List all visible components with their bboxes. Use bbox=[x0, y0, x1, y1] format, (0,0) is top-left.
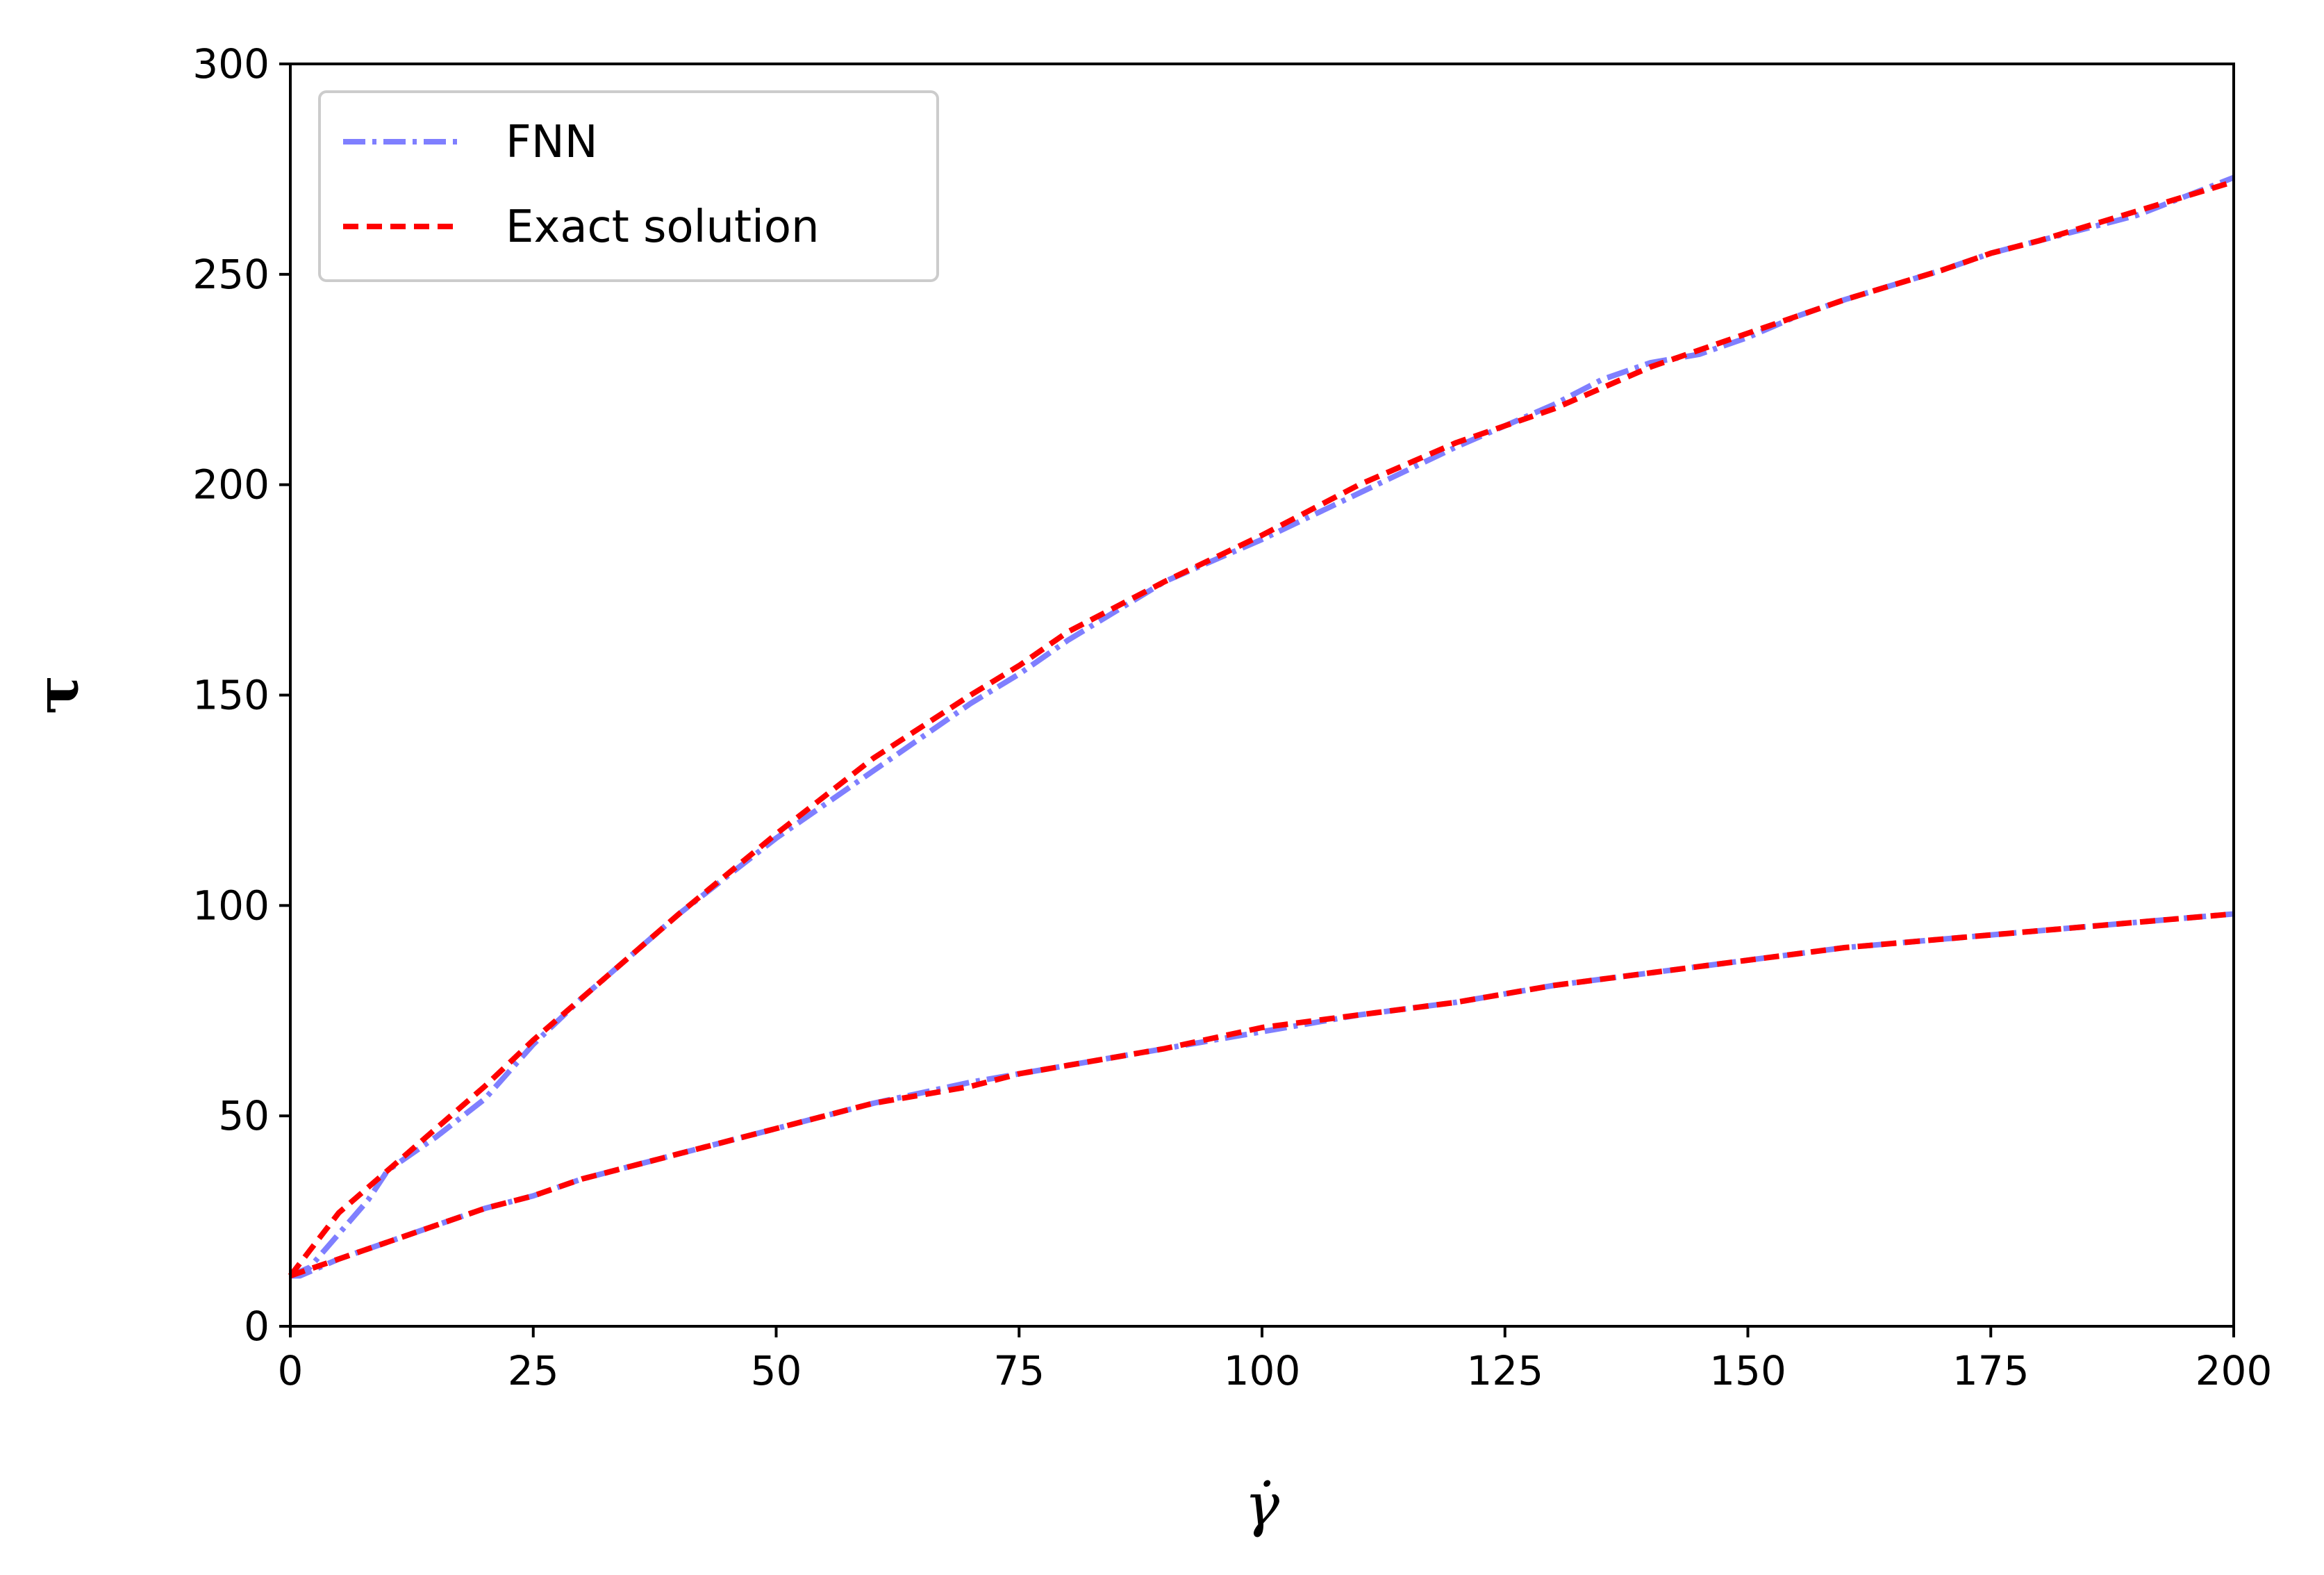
legend-box bbox=[318, 90, 939, 282]
y-tick-label: 100 bbox=[192, 882, 269, 929]
axis-ticks: 0 25 50 75 100 125 150 175 200 0 50 100 150 200 250 300 bbox=[192, 40, 2272, 1394]
x-tick-label: 75 bbox=[993, 1347, 1045, 1394]
x-tick-label: 25 bbox=[508, 1347, 559, 1394]
y-tick-label: 150 bbox=[192, 672, 269, 719]
x-axis-label: γ̇ bbox=[1245, 1471, 1280, 1539]
plot-frame bbox=[289, 63, 2235, 1328]
series-exact-curve-2 bbox=[289, 911, 2234, 1279]
y-tick-label: 250 bbox=[192, 251, 269, 298]
y-tick-label: 0 bbox=[244, 1303, 269, 1350]
y-tick-label: 200 bbox=[192, 461, 269, 509]
x-tick-label: 150 bbox=[1709, 1347, 1786, 1394]
y-tick-label: 300 bbox=[192, 40, 269, 88]
x-tick-label: 50 bbox=[751, 1347, 802, 1394]
x-tick-label: 200 bbox=[2196, 1347, 2273, 1394]
series-exact-curve-1 bbox=[288, 179, 2235, 1278]
legend: FNN Exact solution bbox=[318, 90, 939, 282]
y-tick-label: 50 bbox=[218, 1092, 269, 1139]
legend-label-fnn: FNN bbox=[506, 117, 598, 168]
x-tick-label: 0 bbox=[278, 1347, 304, 1394]
plot-curves bbox=[288, 174, 2235, 1279]
y-axis-label: τ bbox=[23, 675, 92, 715]
x-tick-label: 175 bbox=[1952, 1347, 2030, 1394]
legend-label-exact: Exact solution bbox=[506, 201, 820, 253]
x-tick-label: 125 bbox=[1466, 1347, 1543, 1394]
x-tick-label: 100 bbox=[1224, 1347, 1301, 1394]
